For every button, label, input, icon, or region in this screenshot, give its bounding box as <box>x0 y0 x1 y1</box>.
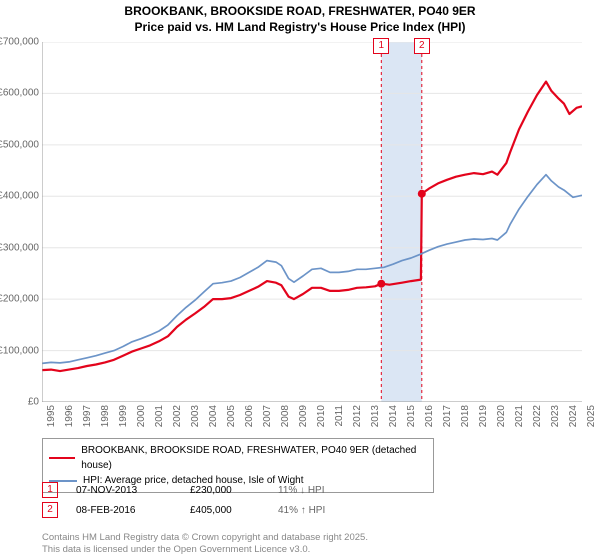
sale-events: 1 07-NOV-2013 £230,000 11% ↓ HPI 2 08-FEB-201… <box>42 480 325 520</box>
attribution-footer: Contains HM Land Registry data © Crown c… <box>42 532 368 556</box>
legend-label: BROOKBANK, BROOKSIDE ROAD, FRESHWATER, P… <box>81 443 427 473</box>
title-line1: BROOKBANK, BROOKSIDE ROAD, FRESHWATER, P… <box>0 4 600 20</box>
chart-title: BROOKBANK, BROOKSIDE ROAD, FRESHWATER, P… <box>0 0 600 35</box>
sale-marker-label: 2 <box>414 38 430 54</box>
sale-event-row: 1 07-NOV-2013 £230,000 11% ↓ HPI <box>42 480 325 500</box>
y-axis-label: £500,000 <box>0 139 39 150</box>
footer-line1: Contains HM Land Registry data © Crown c… <box>42 532 368 544</box>
sale-event-row: 2 08-FEB-2016 £405,000 41% ↑ HPI <box>42 500 325 520</box>
chart-svg <box>42 42 582 402</box>
footer-line2: This data is licensed under the Open Gov… <box>42 544 368 556</box>
title-line2: Price paid vs. HM Land Registry's House … <box>0 20 600 36</box>
y-axis-label: £100,000 <box>0 345 39 356</box>
y-axis-label: £600,000 <box>0 88 39 99</box>
event-date: 07-NOV-2013 <box>76 485 172 496</box>
sale-marker-label: 1 <box>373 38 389 54</box>
event-number: 2 <box>42 502 58 518</box>
event-number: 1 <box>42 482 58 498</box>
chart-area: £0£100,000£200,000£300,000£400,000£500,0… <box>42 42 582 402</box>
y-axis-label: £200,000 <box>0 294 39 305</box>
y-axis-label: £0 <box>28 397 39 408</box>
y-axis-label: £400,000 <box>0 191 39 202</box>
y-axis-label: £300,000 <box>0 242 39 253</box>
y-axis-label: £700,000 <box>0 37 39 48</box>
event-date: 08-FEB-2016 <box>76 505 172 516</box>
legend-item: BROOKBANK, BROOKSIDE ROAD, FRESHWATER, P… <box>49 443 427 473</box>
event-change: 41% ↑ HPI <box>278 505 325 516</box>
event-price: £230,000 <box>190 485 260 496</box>
legend-swatch <box>49 457 75 459</box>
event-price: £405,000 <box>190 505 260 516</box>
event-change: 11% ↓ HPI <box>278 485 325 496</box>
